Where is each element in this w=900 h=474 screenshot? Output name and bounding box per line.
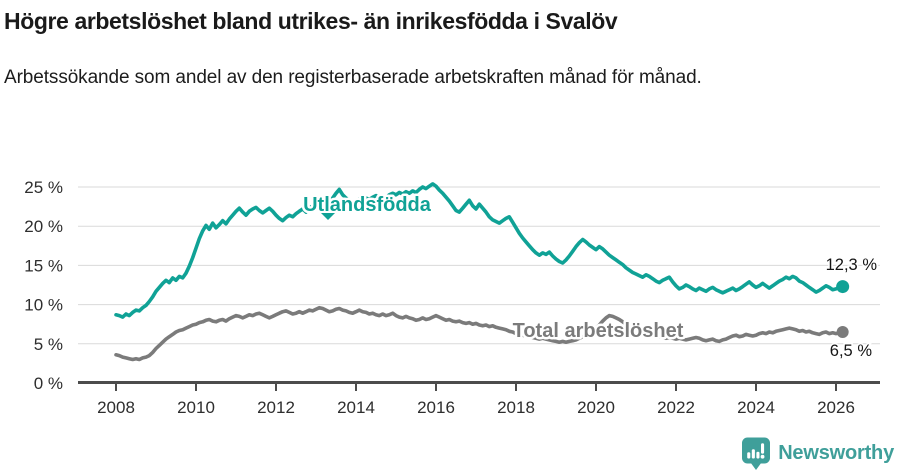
x-axis-tick-label: 2024 xyxy=(737,398,775,417)
series-endpoint-dot-total-arbetsl-shet xyxy=(836,326,849,339)
y-axis-tick-label: 25 % xyxy=(24,178,63,197)
x-axis-tick-label: 2012 xyxy=(257,398,295,417)
series-label-pointer xyxy=(321,213,335,220)
x-axis-tick-label: 2016 xyxy=(417,398,455,417)
y-axis-tick-label: 5 % xyxy=(34,335,63,354)
chart-title: Högre arbetslöshet bland utrikes- än inr… xyxy=(4,8,618,34)
series-label-total-arbetsl-shet: Total arbetslöshet xyxy=(513,320,684,342)
y-axis-tick-label: 0 % xyxy=(34,374,63,393)
x-axis-tick-label: 2008 xyxy=(97,398,135,417)
y-axis-tick-label: 20 % xyxy=(24,217,63,236)
x-axis-tick-label: 2014 xyxy=(337,398,375,417)
x-axis-tick-label: 2022 xyxy=(657,398,695,417)
series-line-utlandsf-dda xyxy=(114,182,845,319)
newsworthy-logo[interactable]: Newsworthy xyxy=(741,436,894,471)
brand-name: Newsworthy xyxy=(778,442,894,464)
series-line-total-arbetsl-shet xyxy=(114,305,845,362)
newsworthy-logo-icon xyxy=(742,437,771,470)
x-axis-tick-label: 2010 xyxy=(177,398,215,417)
series-endpoint-dot-utlandsf-dda xyxy=(836,280,850,294)
x-axis-tick-label: 2020 xyxy=(577,398,615,417)
y-axis-tick-label: 15 % xyxy=(24,256,63,275)
line-chart: 0 % 5 % 10 % 15 % 20 % 25 % 2008 2010 2012 2014 20… xyxy=(24,178,880,417)
series-label-utlandsf-dda: Utlandsfödda xyxy=(303,194,432,216)
y-axis-tick-label: 10 % xyxy=(24,296,63,315)
x-axis-tick-label: 2026 xyxy=(817,398,855,417)
x-axis-tick-label: 2018 xyxy=(497,398,535,417)
chart-subtitle: Arbetssökande som andel av den registerb… xyxy=(4,67,702,88)
series-end-value-utlandsf-dda: 12,3 % xyxy=(826,256,878,274)
series-end-value-total-arbetsl-shet: 6,5 % xyxy=(830,342,873,360)
